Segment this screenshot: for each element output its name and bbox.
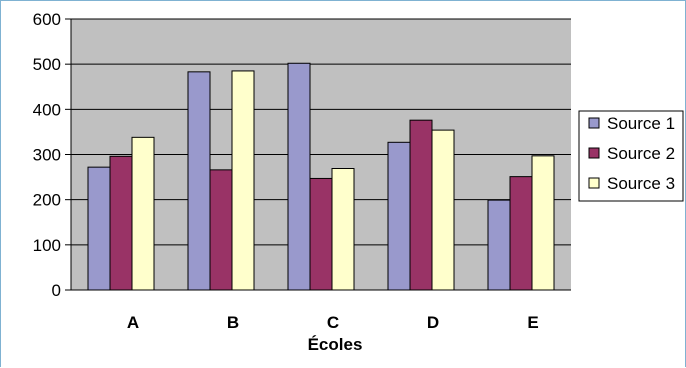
bar-c-source-3: [331, 168, 355, 291]
bar-e-source-1: [487, 199, 511, 291]
bar-a-source-1: [87, 166, 111, 291]
y-tick-label: 0: [52, 281, 61, 300]
x-axis-title: Écoles: [308, 335, 363, 354]
legend-label-source-1: Source 1: [607, 114, 675, 133]
x-category-label: A: [127, 313, 139, 332]
legend-label-source-2: Source 2: [607, 144, 675, 163]
y-tick-label: 100: [33, 236, 61, 255]
bar-a-source-2: [109, 155, 133, 291]
bar-d-source-2: [409, 119, 433, 291]
legend-swatch-source-3: [588, 177, 600, 189]
x-category-label: D: [427, 313, 439, 332]
bar-d-source-3: [431, 129, 455, 291]
bar-b-source-3: [231, 70, 255, 291]
legend-label-source-3: Source 3: [607, 174, 675, 193]
x-category-label: C: [327, 313, 339, 332]
y-tick-label: 500: [33, 55, 61, 74]
y-tick-label: 400: [33, 100, 61, 119]
legend-swatch-source-2: [588, 147, 600, 159]
bar-c-source-1: [287, 62, 311, 291]
bar-b-source-1: [187, 71, 211, 291]
y-tick-label: 600: [33, 10, 61, 29]
bar-e-source-2: [509, 176, 533, 291]
x-category-label: B: [227, 313, 239, 332]
legend-swatch-source-1: [588, 117, 600, 129]
x-category-label: E: [527, 313, 538, 332]
bar-a-source-3: [131, 136, 155, 291]
y-tick-label: 200: [33, 191, 61, 210]
bar-d-source-1: [387, 141, 411, 291]
bar-b-source-2: [209, 169, 233, 291]
bar-c-source-2: [309, 177, 333, 291]
y-tick-label: 300: [33, 146, 61, 165]
bar-e-source-3: [531, 155, 555, 291]
